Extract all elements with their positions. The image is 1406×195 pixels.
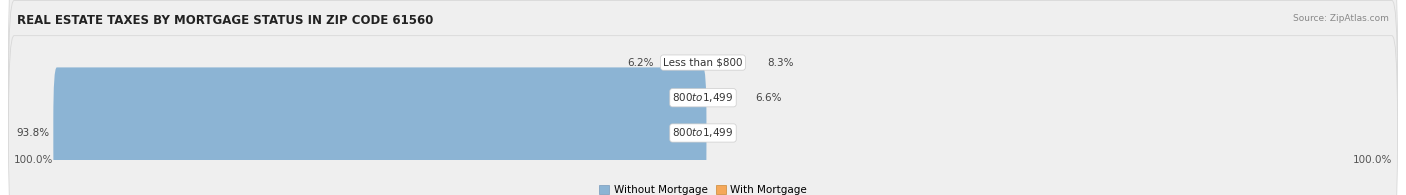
Text: 6.6%: 6.6% xyxy=(755,93,782,103)
FancyBboxPatch shape xyxy=(8,0,1398,160)
Text: Source: ZipAtlas.com: Source: ZipAtlas.com xyxy=(1294,14,1389,23)
FancyBboxPatch shape xyxy=(657,0,706,128)
FancyBboxPatch shape xyxy=(700,0,763,128)
FancyBboxPatch shape xyxy=(8,0,1398,195)
Legend: Without Mortgage, With Mortgage: Without Mortgage, With Mortgage xyxy=(595,181,811,195)
Text: 93.8%: 93.8% xyxy=(17,128,49,138)
Text: Less than $800: Less than $800 xyxy=(664,58,742,68)
Text: 100.0%: 100.0% xyxy=(1353,155,1392,165)
Text: $800 to $1,499: $800 to $1,499 xyxy=(672,127,734,139)
FancyBboxPatch shape xyxy=(700,32,752,163)
Text: 100.0%: 100.0% xyxy=(14,155,53,165)
Text: 0.0%: 0.0% xyxy=(710,128,737,138)
Text: REAL ESTATE TAXES BY MORTGAGE STATUS IN ZIP CODE 61560: REAL ESTATE TAXES BY MORTGAGE STATUS IN … xyxy=(17,14,433,27)
FancyBboxPatch shape xyxy=(53,67,706,195)
Text: $800 to $1,499: $800 to $1,499 xyxy=(672,91,734,104)
Text: 0.0%: 0.0% xyxy=(669,93,696,103)
FancyBboxPatch shape xyxy=(8,36,1398,195)
Text: 8.3%: 8.3% xyxy=(768,58,793,68)
Text: 6.2%: 6.2% xyxy=(627,58,654,68)
